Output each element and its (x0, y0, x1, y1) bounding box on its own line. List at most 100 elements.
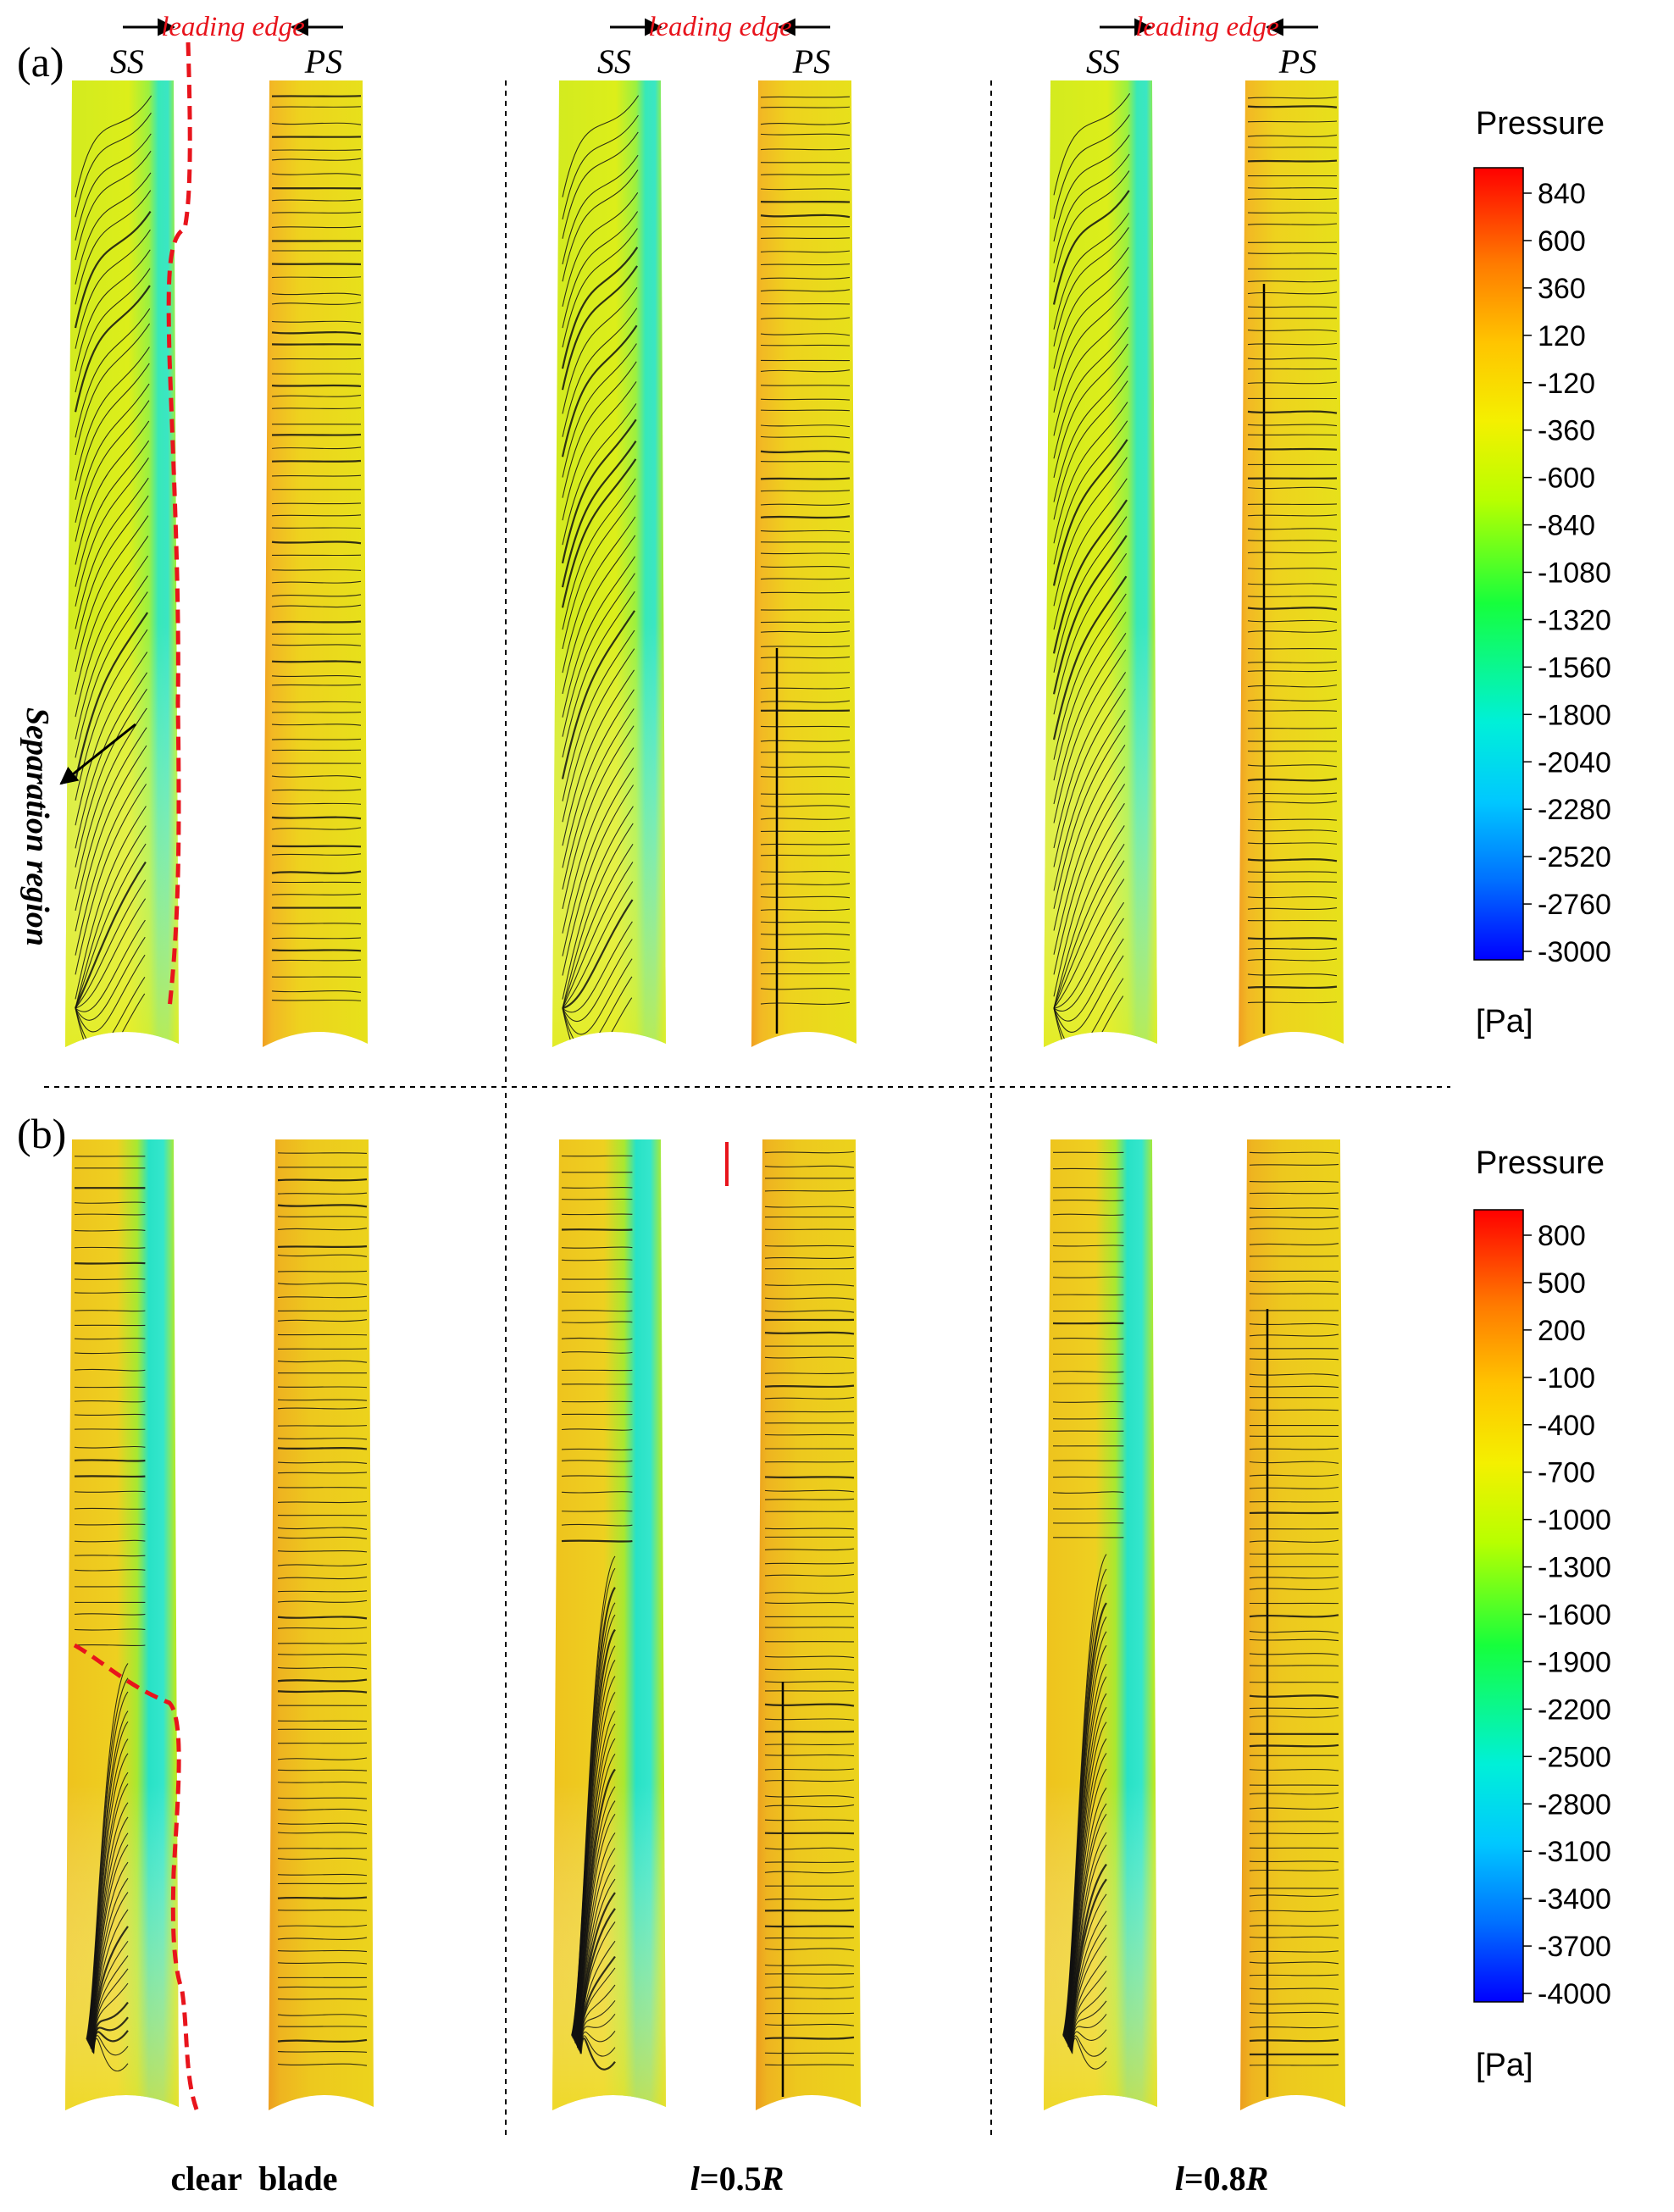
streamline (760, 122, 851, 125)
streamline (75, 879, 147, 1009)
streamline (277, 1822, 368, 1826)
streamline (1249, 1909, 1339, 1912)
streamline (1249, 1893, 1339, 1897)
separation-boundary-a (166, 42, 192, 1009)
streamline (74, 1229, 146, 1232)
streamline (760, 477, 851, 480)
streamline (760, 740, 851, 742)
streamline (764, 1165, 855, 1168)
blade-b-clear-ps-pressure-fill (269, 1139, 374, 2110)
streamline (1247, 958, 1338, 962)
blade-b-05R-ps-surface (756, 1139, 861, 2110)
streamline (271, 594, 362, 597)
blade-a-08R-ss-pressure-fade (1044, 80, 1157, 1047)
streamline (760, 948, 851, 951)
caption-l-0-5R-prefix: l (690, 2159, 701, 2198)
streamline (764, 1861, 855, 1863)
streamline (271, 358, 362, 360)
blade-b-clear-ss-pressure-fade (65, 1139, 179, 2110)
streamline (277, 1666, 368, 1670)
streamline (760, 630, 851, 634)
streamline (277, 1254, 368, 1257)
streamline (562, 403, 637, 546)
streamline (1247, 97, 1338, 99)
ps-label: PS (792, 42, 830, 80)
streamline (764, 1898, 855, 1901)
streamline (764, 1498, 855, 1500)
streamline (1053, 766, 1126, 955)
streamline (74, 1507, 146, 1510)
streamline (1247, 223, 1338, 225)
streamline (277, 1769, 368, 1771)
streamline (75, 268, 151, 393)
streamline (271, 446, 362, 450)
streamline (760, 1001, 851, 1005)
streamline (1247, 381, 1338, 385)
streamline (1247, 619, 1338, 624)
streamline (764, 1925, 855, 1928)
streamline (75, 150, 152, 261)
streamline (561, 1428, 633, 1431)
streamline (1053, 784, 1126, 975)
streamline (561, 1337, 633, 1340)
streamline (271, 225, 362, 229)
streamline (579, 2037, 616, 2071)
blade-a-clear-ps-surface (263, 80, 368, 1047)
streamline (764, 1795, 855, 1799)
streamline (1247, 727, 1338, 729)
legend-b-unit: [Pa] (1476, 2048, 1533, 2083)
streamline (277, 1924, 368, 1927)
leading-edge-label: leading edge (648, 12, 792, 42)
streamline (562, 862, 634, 1009)
blade-b-08R-ps (1240, 1139, 1345, 2110)
separation-boundary-b (73, 1643, 199, 2110)
streamline (760, 895, 851, 899)
streamline (561, 247, 639, 369)
streamline (760, 830, 851, 833)
streamline (1247, 801, 1338, 804)
streamline (1247, 486, 1338, 490)
streamline (562, 211, 639, 329)
streamline (1249, 1614, 1339, 1618)
ps-label: PS (1278, 42, 1316, 80)
streamline (1249, 1358, 1339, 1361)
separation-region-label: Separation region (19, 707, 55, 946)
blade-b-clear-ps-surface (269, 1139, 374, 2110)
streamline (561, 1475, 633, 1477)
streamline (1249, 1373, 1339, 1377)
streamline (74, 1539, 146, 1543)
streamline (271, 711, 362, 713)
streamline (1053, 802, 1125, 997)
streamline (764, 1562, 855, 1565)
streamline (764, 2023, 855, 2026)
streamline (764, 1372, 855, 1375)
streamline (1053, 227, 1129, 346)
streamline (760, 133, 851, 136)
streamline (760, 854, 851, 857)
streamline (561, 1259, 633, 1261)
streamline (562, 361, 637, 498)
streamline (562, 286, 638, 414)
panel-a-label: (a) (17, 38, 64, 86)
streamline (561, 1523, 633, 1527)
streamline (1247, 778, 1338, 782)
streamline (760, 577, 851, 580)
streamline (764, 1150, 855, 1154)
streamline (760, 725, 851, 728)
legend-a-tick-label: -2040 (1538, 746, 1611, 779)
streamline (271, 198, 362, 202)
streamline (760, 106, 851, 108)
streamline (1249, 1961, 1339, 1965)
streamline (271, 292, 362, 296)
ss-label: SS (110, 42, 144, 80)
streamline (1053, 938, 1124, 1022)
streamline (1052, 1213, 1124, 1217)
streamline (760, 817, 851, 820)
legend-b-tick-label: -2500 (1538, 1741, 1611, 1773)
streamline (764, 1997, 855, 1999)
streamline (1247, 329, 1338, 332)
legend-b-tick-label: 200 (1538, 1315, 1586, 1347)
streamline (764, 1356, 855, 1360)
streamline (562, 747, 635, 934)
streamline (277, 1910, 368, 1911)
